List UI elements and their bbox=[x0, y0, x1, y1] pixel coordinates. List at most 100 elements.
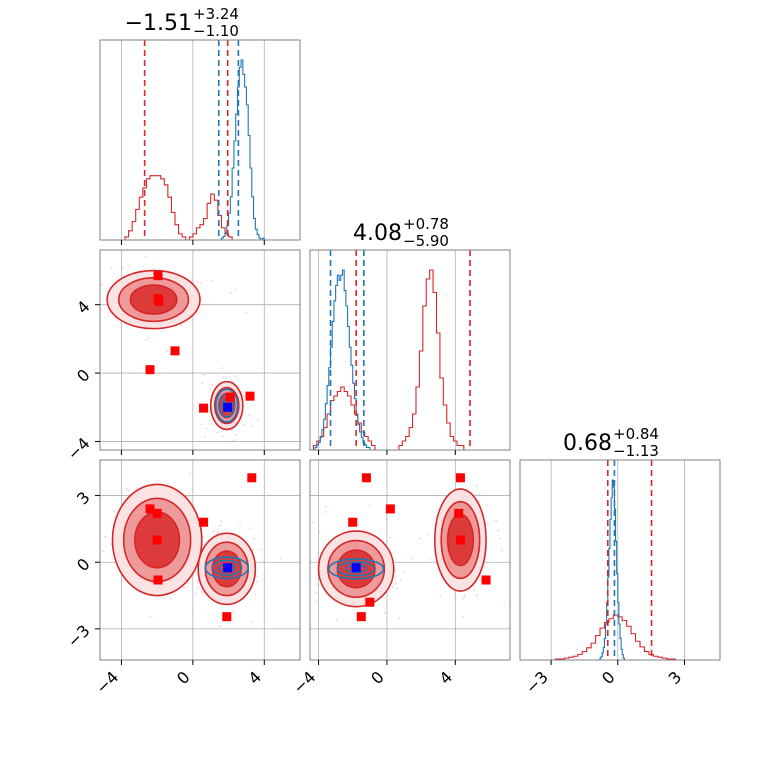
y-tick-label: 0 bbox=[73, 365, 94, 386]
red-histogram bbox=[103, 175, 300, 240]
sample-dot bbox=[232, 439, 235, 442]
panel-frame bbox=[99, 249, 301, 451]
sample-dot bbox=[196, 587, 199, 590]
sample-dot bbox=[211, 383, 214, 386]
panel-frame bbox=[99, 459, 301, 661]
sample-dot bbox=[104, 535, 106, 538]
title-upper-error: +3.24 bbox=[193, 5, 239, 23]
sample-dot bbox=[196, 580, 199, 582]
sample-dot bbox=[363, 528, 366, 530]
panel-frame bbox=[309, 249, 511, 451]
sample-dot bbox=[244, 311, 247, 314]
sample-dot bbox=[210, 423, 213, 426]
sample-dot bbox=[260, 548, 263, 551]
sample-dot bbox=[216, 431, 219, 434]
blue-marker bbox=[223, 402, 233, 412]
blue-marker bbox=[223, 563, 233, 573]
sample-dot bbox=[398, 617, 401, 620]
sample-dot bbox=[503, 601, 506, 604]
pair-panel-1 bbox=[96, 460, 300, 660]
red-marker bbox=[152, 508, 162, 518]
sample-dot bbox=[252, 549, 254, 551]
sample-dot bbox=[478, 500, 480, 503]
sample-dot bbox=[394, 582, 397, 585]
red-marker bbox=[152, 535, 162, 545]
sample-dot bbox=[485, 504, 488, 507]
title-median: 4.08 bbox=[353, 221, 402, 246]
sample-dot bbox=[199, 282, 202, 285]
sample-dot bbox=[239, 521, 242, 524]
diagonal-panel-1 bbox=[310, 250, 510, 450]
sample-dot bbox=[201, 591, 203, 594]
panel-frame bbox=[519, 459, 721, 661]
red-marker bbox=[455, 535, 465, 545]
sample-dot bbox=[495, 520, 498, 522]
blue-histogram bbox=[520, 479, 720, 660]
sample-dot bbox=[388, 536, 391, 539]
sample-dot bbox=[196, 573, 198, 576]
red-marker bbox=[222, 612, 232, 622]
sample-dot bbox=[229, 291, 232, 294]
x-tick-label: 4 bbox=[435, 667, 456, 688]
red-marker bbox=[145, 504, 155, 514]
title-lower-error: −5.90 bbox=[403, 232, 449, 250]
red-histogram bbox=[310, 269, 510, 450]
sample-dot bbox=[216, 532, 219, 535]
sample-dot bbox=[127, 264, 130, 267]
sample-dot bbox=[478, 494, 480, 496]
red-marker bbox=[361, 473, 371, 483]
sample-dot bbox=[473, 589, 476, 591]
sample-dot bbox=[439, 594, 442, 597]
red-marker bbox=[153, 271, 163, 281]
sample-dot bbox=[194, 592, 197, 595]
red-marker bbox=[199, 403, 209, 413]
red-marker bbox=[247, 473, 257, 483]
sample-dot bbox=[430, 559, 433, 561]
sample-dot bbox=[499, 537, 501, 540]
sample-dot bbox=[212, 530, 214, 533]
sample-dot bbox=[201, 382, 204, 385]
sample-dot bbox=[315, 583, 318, 586]
sample-dot bbox=[220, 520, 223, 522]
sample-dot bbox=[97, 650, 99, 652]
sample-dot bbox=[483, 565, 486, 568]
red-marker bbox=[454, 508, 464, 518]
red-marker bbox=[356, 612, 366, 622]
sample-dot bbox=[102, 550, 105, 553]
sample-dot bbox=[263, 605, 266, 607]
sample-dot bbox=[392, 586, 395, 588]
sample-dot bbox=[108, 312, 111, 314]
sample-dot bbox=[222, 376, 225, 379]
sample-dot bbox=[219, 625, 221, 628]
sample-dot bbox=[249, 527, 252, 530]
sample-dot bbox=[182, 586, 185, 589]
sample-dot bbox=[96, 600, 98, 602]
sample-dot bbox=[462, 615, 465, 618]
sample-dot bbox=[315, 591, 317, 594]
red-marker bbox=[481, 575, 491, 585]
sample-dot bbox=[162, 597, 165, 599]
sample-dot bbox=[243, 424, 246, 427]
sample-dot bbox=[462, 596, 465, 599]
red-marker bbox=[225, 392, 235, 402]
sample-dot bbox=[222, 435, 225, 438]
panel-title-2: 0.68 +0.84−1.13 bbox=[563, 425, 659, 460]
sample-dot bbox=[325, 505, 327, 508]
sample-dot bbox=[454, 594, 456, 596]
sample-dot bbox=[121, 266, 124, 269]
sample-dot bbox=[419, 537, 422, 540]
diagonal-panel-0 bbox=[103, 40, 300, 240]
sample-dot bbox=[403, 570, 406, 573]
red-marker bbox=[348, 517, 358, 527]
sample-dot bbox=[254, 593, 256, 596]
y-tick-label: 3 bbox=[73, 488, 94, 509]
red-marker bbox=[145, 365, 155, 375]
red-marker bbox=[154, 296, 164, 306]
x-tick-label: −4 bbox=[92, 667, 122, 697]
sample-dot bbox=[112, 509, 115, 512]
sample-dot bbox=[91, 283, 93, 285]
x-tick-label: 0 bbox=[173, 667, 194, 688]
sample-dot bbox=[214, 303, 216, 306]
x-tick-label: 3 bbox=[665, 667, 686, 688]
